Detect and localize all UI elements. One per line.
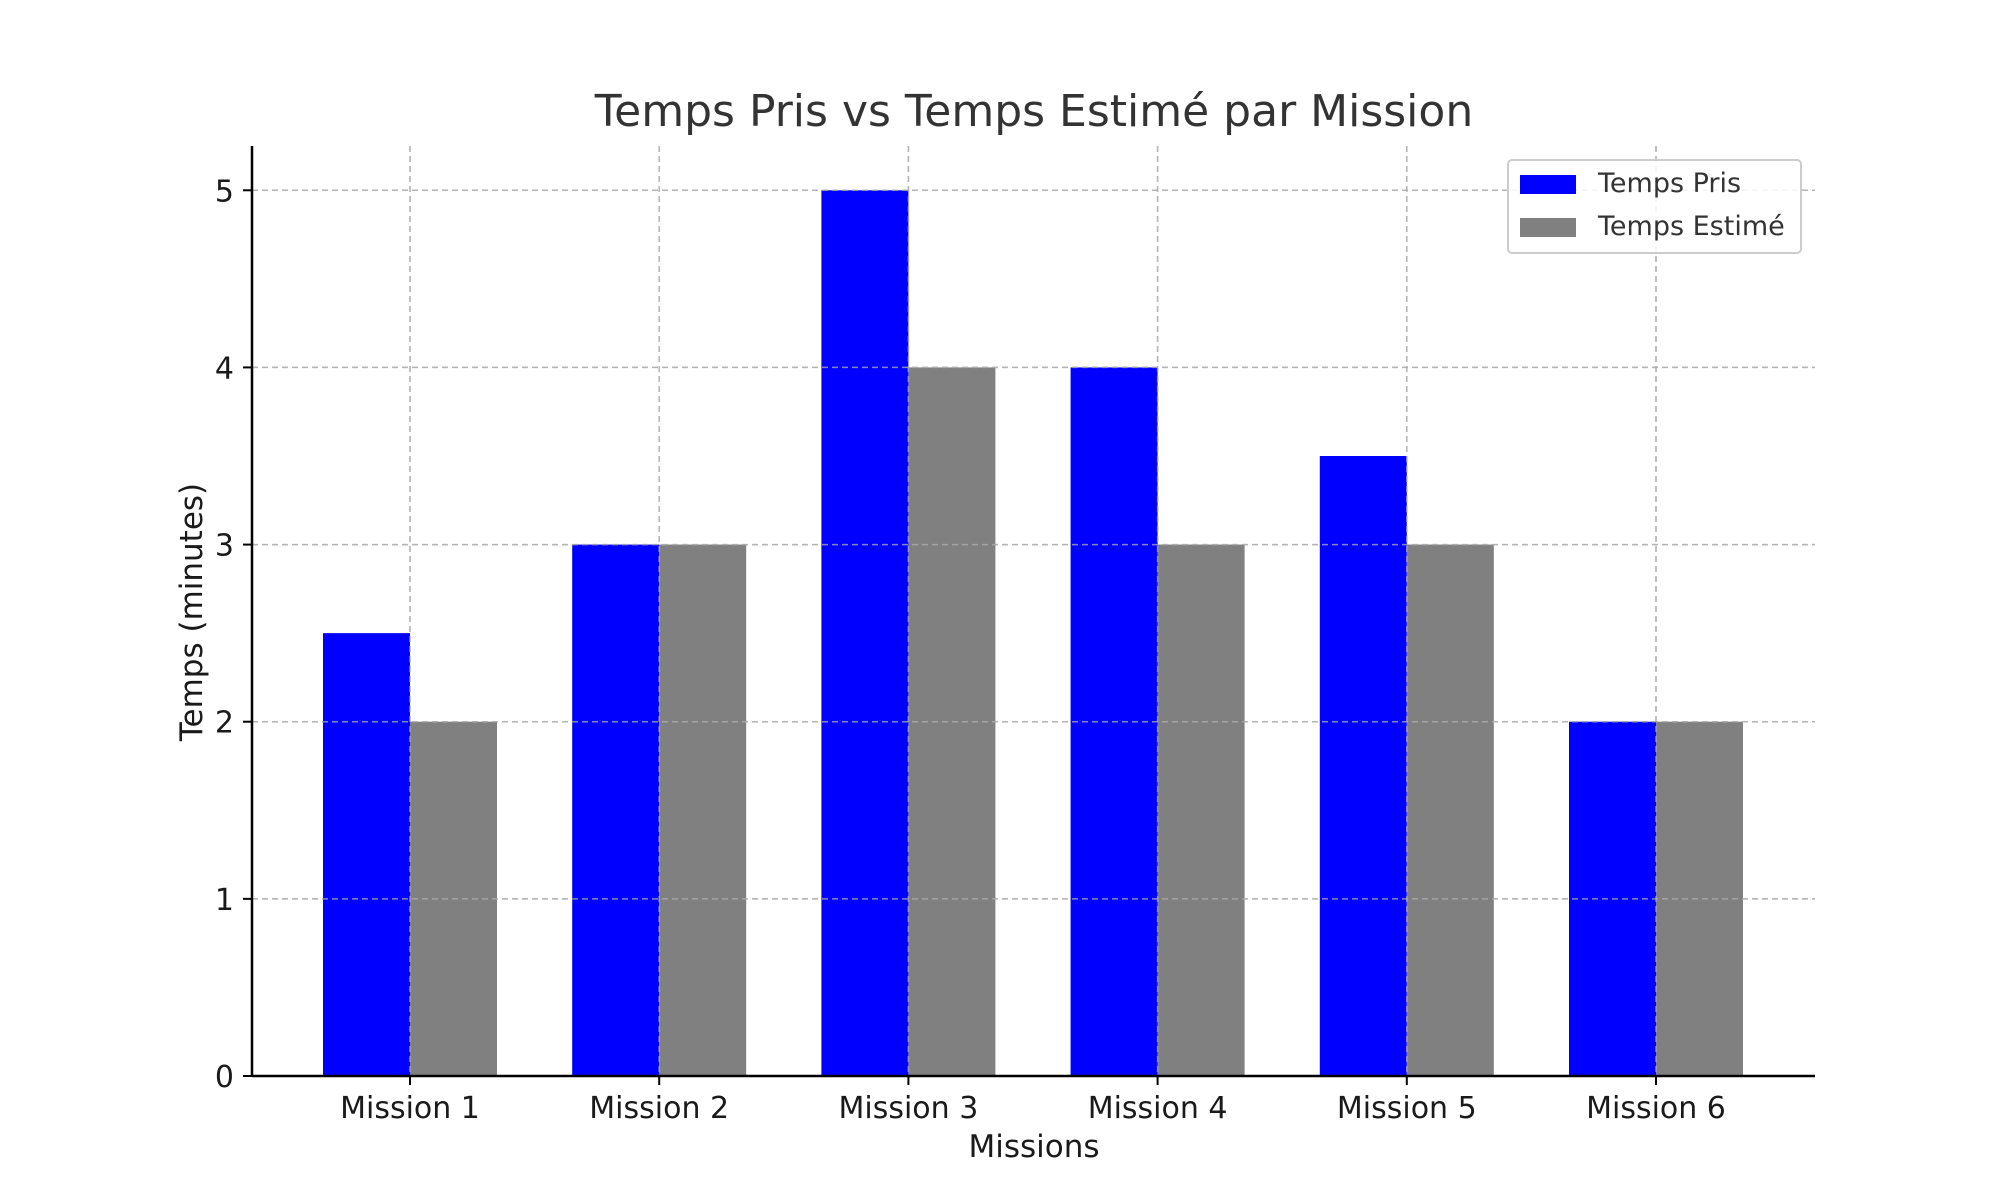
legend-box: [1507, 159, 1802, 254]
y-tick-label: 0: [215, 1060, 234, 1095]
legend-swatch: [1520, 175, 1576, 194]
bar-temps-pris: [821, 190, 909, 1077]
x-tick-label: Mission 2: [589, 1091, 729, 1126]
y-tick-label: 1: [215, 883, 234, 918]
x-tick-label: Mission 5: [1337, 1091, 1477, 1126]
bar-temps-estime: [1157, 544, 1245, 1076]
x-tick-label: Mission 6: [1586, 1091, 1726, 1126]
x-tick-label: Mission 1: [340, 1091, 480, 1126]
bar-layer: [323, 190, 1743, 1077]
bar-temps-estime: [1406, 544, 1494, 1076]
grid-front-layer: [252, 146, 1815, 1076]
axis-layer: 0 1 2 3 4 5 Mission 1 Mission 2 Mission 3 Mission…: [215, 146, 1815, 1126]
chart-title: Temps Pris vs Temps Estimé par Mission: [594, 86, 1473, 137]
bar-temps-pris: [572, 544, 660, 1076]
legend: Temps Pris Temps Estimé: [1507, 159, 1802, 254]
y-tick-label: 2: [215, 706, 234, 741]
x-tick-label: Mission 3: [838, 1091, 978, 1126]
y-tick-label: 5: [215, 174, 234, 209]
x-tick-label: Mission 4: [1088, 1091, 1228, 1126]
y-axis-label: Temps (minutes): [174, 483, 210, 742]
bar-temps-estime: [1656, 721, 1743, 1076]
legend-swatch: [1520, 218, 1576, 237]
bar-temps-pris: [1319, 456, 1407, 1076]
legend-label: Temps Estimé: [1597, 211, 1785, 242]
legend-label: Temps Pris: [1597, 168, 1741, 199]
y-tick-label: 4: [215, 351, 234, 386]
y-tick-label: 3: [215, 529, 234, 564]
x-axis-label: Missions: [968, 1129, 1099, 1165]
bar-temps-estime: [659, 544, 747, 1076]
bar-temps-pris: [323, 633, 410, 1076]
